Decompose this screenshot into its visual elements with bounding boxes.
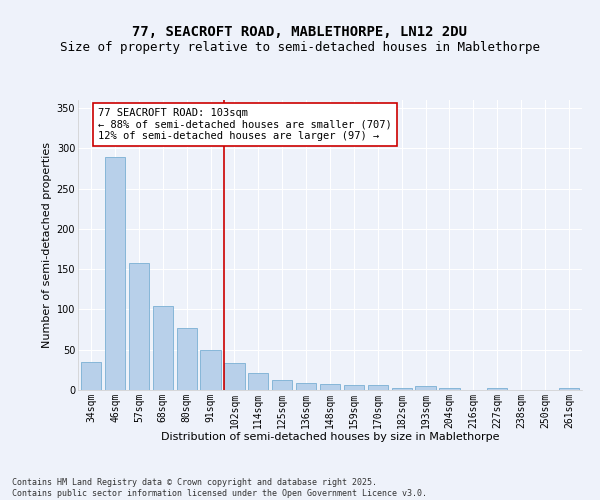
Bar — [439, 388, 460, 390]
Bar — [176, 328, 197, 390]
Bar — [559, 388, 579, 390]
Bar — [224, 364, 245, 390]
Bar — [105, 157, 125, 390]
Bar — [129, 262, 149, 390]
Bar — [487, 388, 508, 390]
Text: Contains HM Land Registry data © Crown copyright and database right 2025.
Contai: Contains HM Land Registry data © Crown c… — [12, 478, 427, 498]
Bar — [248, 373, 268, 390]
Bar — [415, 386, 436, 390]
Bar — [152, 306, 173, 390]
Bar — [200, 350, 221, 390]
Y-axis label: Number of semi-detached properties: Number of semi-detached properties — [43, 142, 52, 348]
Bar — [296, 383, 316, 390]
Text: 77 SEACROFT ROAD: 103sqm
← 88% of semi-detached houses are smaller (707)
12% of : 77 SEACROFT ROAD: 103sqm ← 88% of semi-d… — [98, 108, 392, 142]
X-axis label: Distribution of semi-detached houses by size in Mablethorpe: Distribution of semi-detached houses by … — [161, 432, 499, 442]
Text: 77, SEACROFT ROAD, MABLETHORPE, LN12 2DU: 77, SEACROFT ROAD, MABLETHORPE, LN12 2DU — [133, 26, 467, 40]
Bar — [368, 385, 388, 390]
Bar — [392, 388, 412, 390]
Bar — [272, 380, 292, 390]
Bar — [344, 385, 364, 390]
Text: Size of property relative to semi-detached houses in Mablethorpe: Size of property relative to semi-detach… — [60, 41, 540, 54]
Bar — [320, 384, 340, 390]
Bar — [81, 362, 101, 390]
